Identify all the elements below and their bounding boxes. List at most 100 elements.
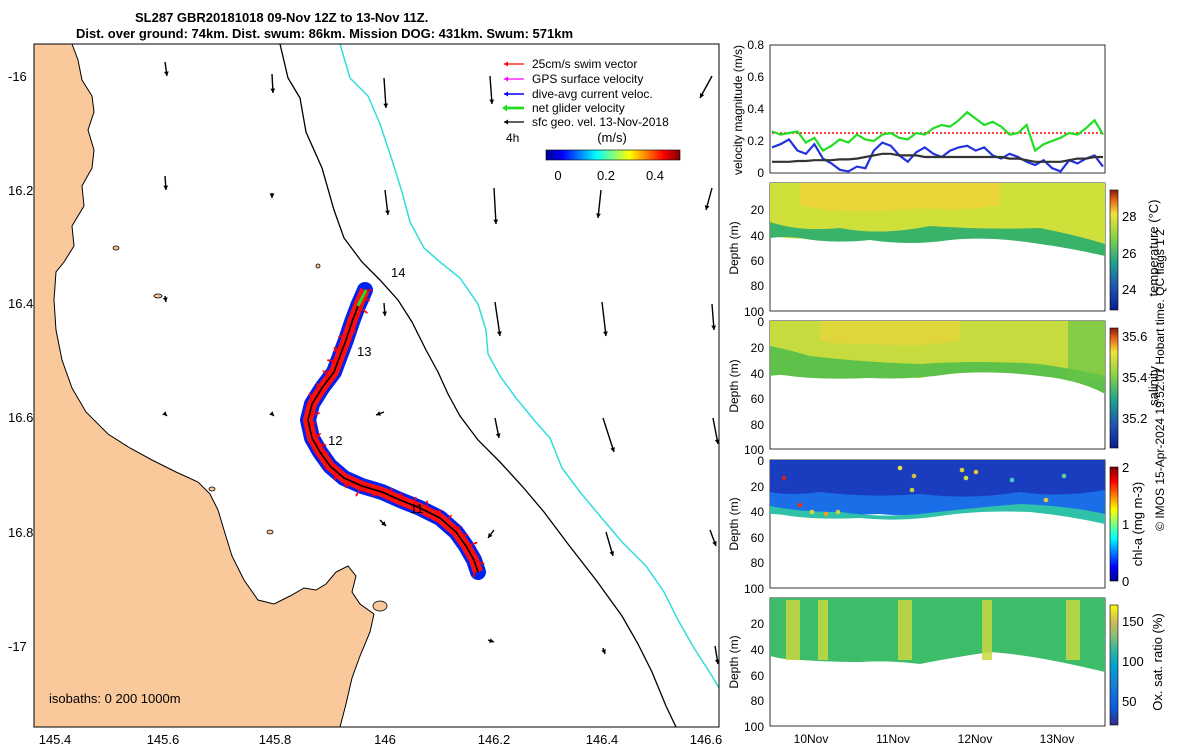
colorbar-unit: (m/s) — [597, 130, 627, 145]
isobath-1000m — [339, 44, 719, 689]
cbar-tick: 28 — [1122, 209, 1136, 224]
geo-vector-head — [704, 205, 710, 210]
coastline-land — [34, 44, 375, 727]
temperature-cbar-label: temperature (°C) — [1146, 200, 1161, 297]
y-tick-label: 0 — [757, 166, 764, 180]
oxygen-field — [770, 598, 1105, 672]
swim-vector-head — [345, 485, 348, 489]
temperature-surface-warm — [800, 183, 1000, 212]
swim-vector-head — [310, 410, 313, 414]
lon-tick-label: 145.8 — [259, 732, 292, 747]
geo-vector — [597, 189, 602, 219]
time-tick-label: 10Nov — [794, 732, 829, 746]
swim-vector-head — [316, 384, 320, 388]
swim-vector-head — [366, 484, 370, 487]
depth-ylabel: Depth (m) — [727, 359, 741, 412]
glider-track — [300, 282, 486, 580]
geo-vector-head — [699, 93, 705, 98]
cbar-tick: 35.6 — [1122, 329, 1147, 344]
lat-tick-label: 16.2 — [8, 183, 33, 198]
depth-tick: 0 — [757, 454, 764, 468]
isobath-200m — [279, 44, 677, 727]
net-glider-velocity — [356, 289, 368, 307]
swim-vector-head — [369, 288, 372, 292]
chl-sample — [1061, 473, 1067, 479]
imos-stamp: © IMOS 15-Apr-2024 19:52:01 Hobart time.… — [1153, 229, 1167, 531]
salinity-colorbar — [1109, 327, 1119, 449]
geo-vector-head — [496, 331, 502, 336]
swim-vector-head — [414, 500, 418, 504]
salinity-fresh-column — [1068, 321, 1105, 381]
depth-tick: 100 — [744, 720, 764, 734]
swim-vector-head — [317, 412, 321, 415]
legend-label: 25cm/s swim vector — [532, 57, 637, 71]
chlorophyll-bottle-points — [781, 465, 1067, 517]
swim-vector-head — [334, 476, 338, 479]
swim-vector-head — [332, 358, 336, 361]
geo-vector-head — [164, 71, 169, 76]
plot-title-line-2: Dist. over ground: 74km. Dist. swum: 86k… — [76, 26, 574, 41]
velocity-magnitude-panel: 0.8 0.6 0.4 0.2 0 velocity magnitude (m/… — [731, 38, 1106, 180]
swim-vector-head — [312, 422, 316, 426]
geo-vector-head — [488, 533, 493, 538]
colorbar-tick: 0.4 — [646, 168, 664, 183]
temperature-colorbar — [1109, 189, 1119, 311]
oxygen-cbar-label: Ox. sat. ratio (%) — [1150, 613, 1165, 711]
longitude-axis: 145.4 145.6 145.8 146 146.2 146.4 146.6 — [39, 732, 723, 747]
geo-vector-head — [495, 433, 501, 438]
cbar-tick: 0 — [1122, 574, 1129, 589]
swim-vector-head — [326, 451, 329, 455]
depth-ylabel: Depth (m) — [727, 635, 741, 688]
legend-entry-dive-avg: dive-avg current veloc. — [504, 87, 653, 101]
depth-tick: 20 — [751, 617, 765, 631]
lon-tick-label: 146.2 — [478, 732, 511, 747]
track-map — [33, 43, 720, 728]
cbar-tick: 26 — [1122, 246, 1136, 261]
swim-vector-head — [344, 482, 348, 486]
swim-vector-head — [320, 390, 324, 394]
geo-vector-head — [385, 210, 390, 215]
swim-vector-head — [413, 496, 417, 500]
depth-tick: 40 — [751, 367, 765, 381]
lon-tick-label: 145.4 — [39, 732, 72, 747]
swim-vector-head — [347, 322, 350, 326]
time-tick-label: 13Nov — [1040, 732, 1075, 746]
geo-vector-head — [383, 103, 389, 108]
swim-vector-head — [469, 546, 473, 549]
ox-column — [1066, 600, 1080, 660]
geo-vector-head — [489, 638, 494, 643]
geo-vector-head — [493, 219, 499, 224]
chl-sample — [973, 469, 979, 475]
swim-vector-head — [473, 551, 477, 555]
swim-vector-head — [457, 526, 461, 530]
geo-vector — [383, 77, 387, 109]
depth-tick: 20 — [751, 480, 765, 494]
map-legend: 25cm/s swim vector GPS surface velocity … — [502, 57, 681, 183]
legend-label: GPS surface velocity — [532, 72, 643, 86]
geo-vector-head — [601, 649, 606, 654]
swim-vector-head — [437, 509, 440, 513]
geo-vector-head — [712, 541, 717, 546]
swim-vector-head — [311, 402, 315, 406]
depth-tick: 60 — [751, 669, 765, 683]
geo-vector-head — [711, 325, 717, 330]
swim-vector-head — [333, 348, 337, 352]
swim-vector-head — [322, 370, 326, 374]
geo-vector-head — [269, 411, 274, 416]
velocity-series-3 — [772, 152, 1103, 163]
day-label: 14 — [391, 265, 405, 280]
legend-label: sfc geo. vel. 13-Nov-2018 — [532, 115, 669, 129]
arrow-time-caption: 4h — [506, 131, 519, 145]
lon-tick-label: 146.6 — [690, 732, 723, 747]
ox-column — [818, 600, 828, 660]
salinity-high — [820, 321, 960, 346]
geo-vector — [494, 301, 501, 337]
geo-vector-head — [489, 99, 495, 104]
swim-vector-head — [361, 488, 365, 492]
swim-vector-head — [324, 466, 328, 470]
lon-tick-label: 146 — [374, 732, 396, 747]
swim-vector-head — [472, 563, 476, 567]
swim-vector-head — [465, 533, 469, 537]
depth-tick: 60 — [751, 392, 765, 406]
legend-entry-geo: sfc geo. vel. 13-Nov-2018 — [504, 115, 669, 129]
